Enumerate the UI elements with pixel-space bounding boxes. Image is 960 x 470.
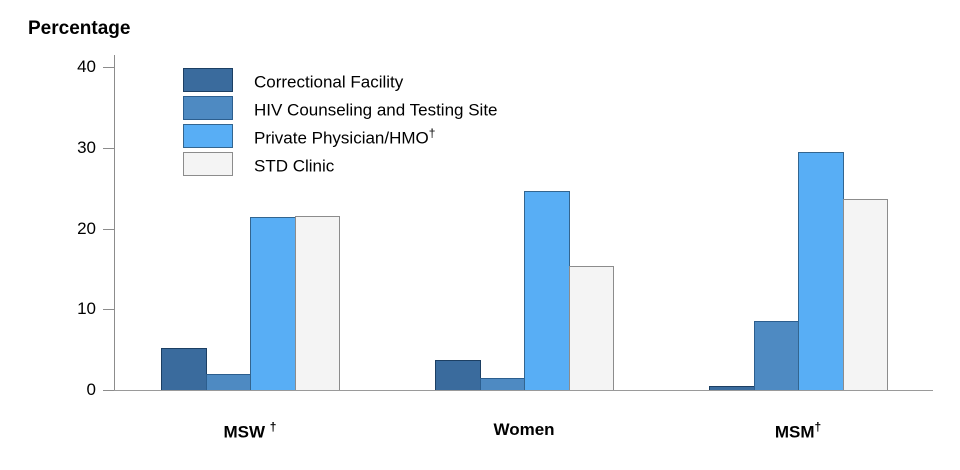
x-axis-line bbox=[114, 390, 933, 391]
y-tick-0 bbox=[103, 390, 114, 391]
x-category-text: Women bbox=[493, 420, 555, 439]
y-tick-10 bbox=[103, 309, 114, 311]
bar-women-private-physician-hmo bbox=[524, 191, 570, 390]
legend-item-hiv-counseling-testing-site: HIV Counseling and Testing Site bbox=[183, 94, 498, 122]
bar-msm-hiv-counseling-and-testing-site bbox=[753, 321, 799, 390]
y-tick-label-20: 20 bbox=[77, 218, 96, 238]
x-category-label-msw: MSW † bbox=[180, 420, 320, 443]
legend: Correctional Facility HIV Counseling and… bbox=[183, 66, 498, 178]
legend-swatch-correctional-facility bbox=[183, 68, 233, 92]
dagger-superscript: † bbox=[428, 126, 436, 141]
y-tick-label-0: 0 bbox=[86, 380, 96, 399]
x-category-text: MSM bbox=[774, 422, 815, 442]
y-tick-40 bbox=[103, 67, 114, 68]
legend-swatch-std-clinic bbox=[183, 152, 233, 176]
x-category-label-msm: MSM† bbox=[728, 420, 868, 443]
y-axis-title: Percentage bbox=[28, 18, 131, 39]
bar-women-hiv-counseling-and-testing-site bbox=[479, 378, 525, 390]
y-axis-line bbox=[114, 55, 115, 391]
dagger-superscript: † bbox=[269, 420, 277, 434]
bar-women-correctional-facility bbox=[435, 360, 481, 390]
y-tick-label-10: 10 bbox=[77, 299, 96, 319]
legend-label-hiv-counseling-testing-site: HIV Counseling and Testing Site bbox=[254, 95, 498, 121]
bar-msw-hiv-counseling-and-testing-site bbox=[205, 374, 251, 390]
legend-item-correctional-facility: Correctional Facility bbox=[183, 66, 498, 94]
legend-label-private-physician-hmo: Private Physician/HMO† bbox=[254, 123, 435, 149]
legend-text: Correctional Facility bbox=[254, 72, 404, 92]
bar-msm-std-clinic bbox=[842, 199, 888, 390]
y-tick-20 bbox=[103, 228, 114, 230]
legend-swatch-private-physician-hmo bbox=[183, 124, 233, 148]
y-tick-label-30: 30 bbox=[77, 137, 96, 157]
legend-text: Private Physician/HMO bbox=[254, 128, 429, 148]
bar-msw-correctional-facility bbox=[161, 348, 207, 390]
legend-text: HIV Counseling and Testing Site bbox=[254, 100, 498, 120]
x-category-text: MSW bbox=[223, 422, 270, 442]
dagger-superscript: † bbox=[814, 420, 822, 434]
x-category-label-women: Women bbox=[454, 420, 594, 440]
bar-women-std-clinic bbox=[568, 266, 614, 390]
bar-msm-private-physician-hmo bbox=[798, 152, 844, 390]
legend-text: STD Clinic bbox=[254, 156, 335, 176]
y-tick-30 bbox=[103, 147, 114, 149]
legend-item-std-clinic: STD Clinic bbox=[183, 150, 498, 178]
legend-label-correctional-facility: Correctional Facility bbox=[254, 67, 403, 93]
bar-msm-correctional-facility bbox=[709, 386, 755, 390]
legend-swatch-hiv-counseling-testing-site bbox=[183, 96, 233, 120]
legend-label-std-clinic: STD Clinic bbox=[254, 151, 334, 177]
legend-item-private-physician-hmo: Private Physician/HMO† bbox=[183, 122, 498, 150]
bar-msw-private-physician-hmo bbox=[250, 217, 296, 390]
bar-msw-std-clinic bbox=[294, 216, 340, 390]
y-tick-label-40: 40 bbox=[77, 57, 96, 76]
